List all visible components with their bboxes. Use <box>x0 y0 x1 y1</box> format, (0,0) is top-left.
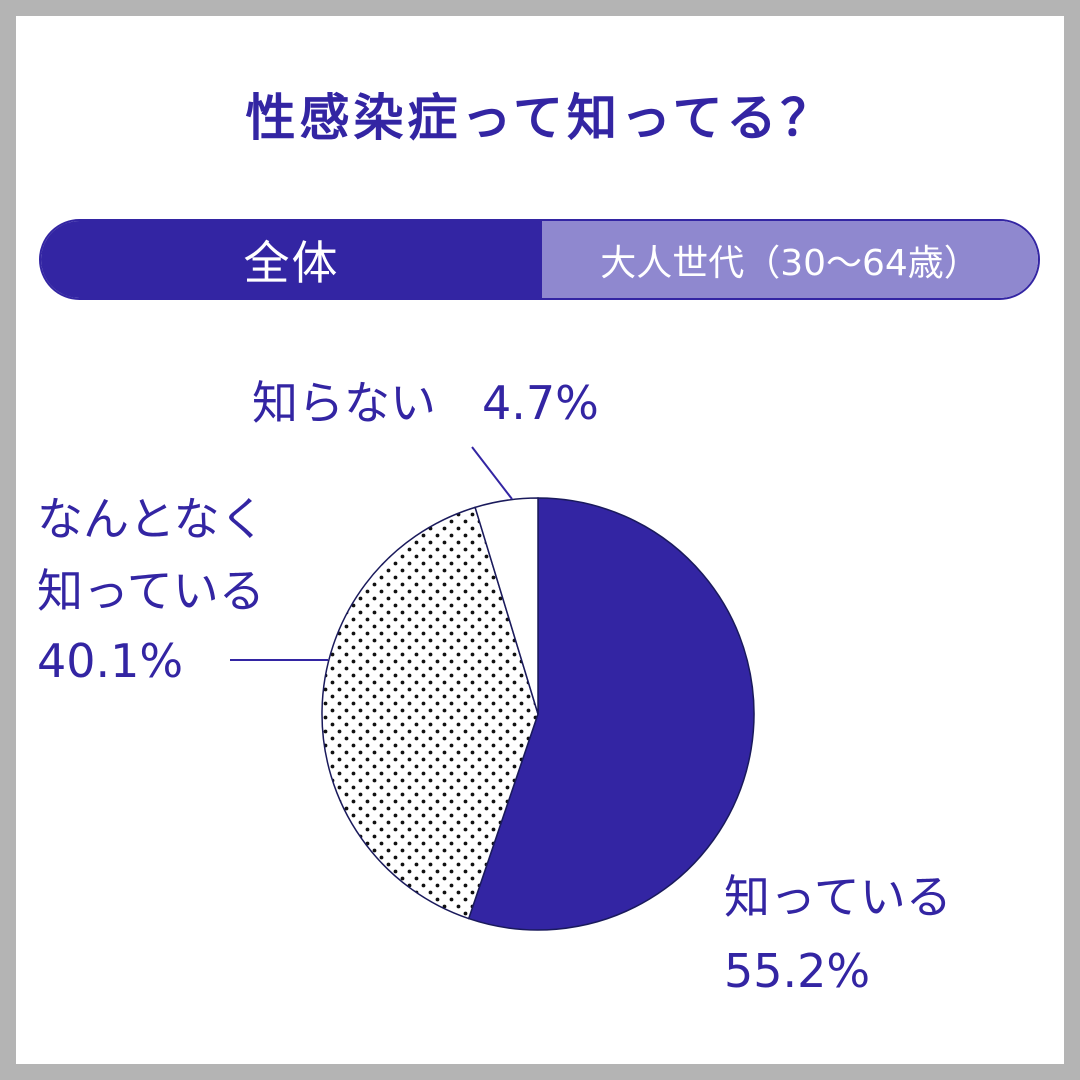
label-vague-value: 40.1% <box>37 634 184 688</box>
pie-slice-0 <box>467 497 755 931</box>
tab-all[interactable]: 全体 <box>41 221 542 298</box>
label-vague-line1: なんとなく <box>37 492 266 546</box>
pie-slice-1 <box>321 506 539 920</box>
pie-slice-2 <box>474 497 539 715</box>
pie-slices <box>321 497 755 931</box>
page-title: 性感染症って知ってる？ <box>245 89 835 147</box>
label-unknown: 知らない 4.7% <box>252 376 599 430</box>
label-vague-line2: 知っている <box>37 564 265 618</box>
label-known-line1: 知っている <box>724 870 952 924</box>
label-known-value: 55.2% <box>724 944 871 998</box>
tab-adult-generation[interactable]: 大人世代（30〜64歳） <box>542 221 1038 298</box>
leader-line-unknown <box>471 446 513 500</box>
segment-tabs: 全体 大人世代（30〜64歳） <box>39 219 1040 300</box>
